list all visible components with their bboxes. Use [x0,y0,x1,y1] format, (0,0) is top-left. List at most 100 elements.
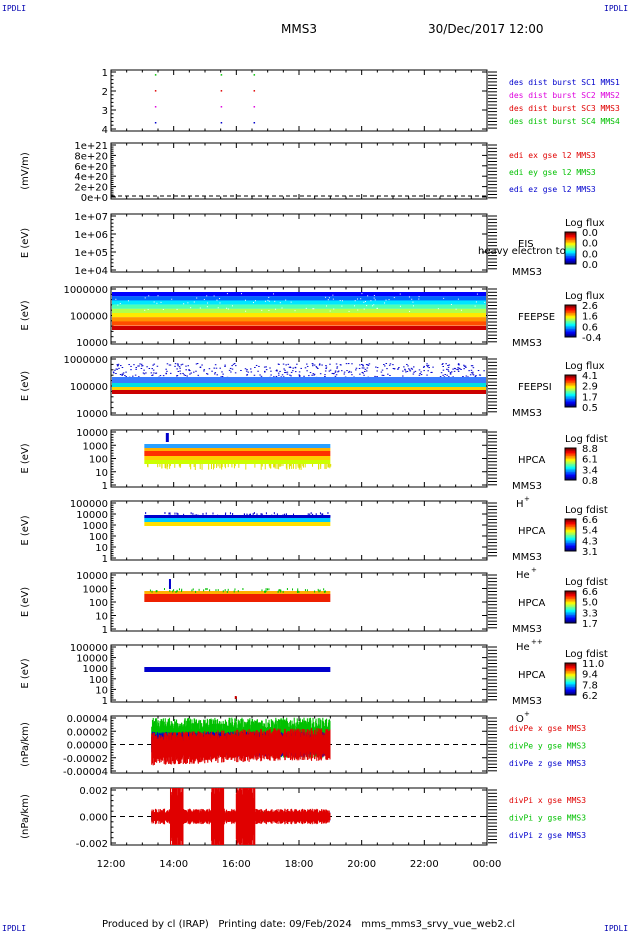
spectrogram-streak [297,588,299,591]
spectrogram-speck [457,298,459,300]
spectrogram-streak [164,512,166,515]
panel-frame-eis [110,213,488,273]
spectrogram-dot [186,375,188,377]
spectrogram-dot [142,372,145,374]
spectrogram-dot [402,370,404,372]
spectrogram-dot [306,370,308,372]
spectrogram-dot [405,371,407,373]
spectrogram-speck [305,307,307,309]
spectrogram-dot [366,367,369,369]
spectrogram-streak [234,464,236,467]
spectrogram-dot [413,366,415,368]
spectrogram-dot [177,365,179,367]
spectrogram-streak [291,464,293,469]
spectrogram-dot [294,371,297,373]
spectrogram-peak-band [112,390,486,394]
spectrogram-speck [312,308,314,310]
spectrogram-speck [216,299,218,301]
colorbar-swatch-hpca_h [565,464,576,467]
spectrogram-streak [276,464,278,469]
spectrogram-dot [153,363,156,365]
spectrogram-dot [275,370,278,372]
spectrogram-dot [355,367,358,369]
spectrogram-band [144,667,331,672]
spectrogram-band [112,300,486,305]
spectrogram-speck [357,298,359,300]
spectrogram-dot [388,364,391,366]
spectrogram-dot [325,366,328,368]
y-tick-label-hpca_he: 100 [89,532,108,543]
spectrogram-dot [224,365,226,367]
spectrogram-dot [452,376,454,378]
spectrogram-streak [224,513,226,516]
spectrogram-dot [135,367,138,369]
spectrogram-dot [246,369,248,371]
spectrogram-dot [187,365,190,367]
spectrogram-dot [224,364,226,366]
spectrogram-streak [208,464,210,470]
spectrogram-hpca_o [144,667,331,699]
spectrogram-streak [234,464,236,468]
spectrogram-speck [455,308,457,310]
spectrogram-streak [149,589,151,592]
colorbar-title-hpca_o: Log fdist [565,649,608,660]
spectrogram-dot [334,370,337,372]
colorbar-swatch-hpca_o [565,679,576,682]
spectrogram-dot [319,373,322,375]
colorbar-title-hpca_he: Log fdist [565,505,608,516]
spectrogram-streak [245,464,247,470]
spectrogram-dot [442,363,444,365]
spectrogram-dot [259,374,261,376]
spectrogram-dot [166,363,169,365]
spectrogram-dot [185,369,187,371]
spectrogram-band [144,456,331,460]
spectrogram-streak [168,512,170,515]
spectrogram-streak [195,590,197,593]
colorbar-swatch-feepse [565,306,576,309]
spectrogram-streak [190,512,192,515]
spectrogram-dot [116,368,119,370]
spectrogram-streak [238,464,240,468]
spectrogram-speck [252,302,254,304]
spectrogram-streak [191,589,193,592]
spectrogram-dot [137,365,139,367]
spectrogram-dot [469,374,472,376]
instrument-label-hpca_o: HPCA [518,670,546,681]
colorbar-swatch-hpca_hepp [565,610,576,613]
spectrogram-speck [437,308,439,310]
spectrogram-streak [300,464,302,470]
y-tick-label-eis: 1e+07 [74,212,108,223]
spectrogram-dot [420,371,422,373]
colorbar-swatch-eis [565,251,576,254]
spectrogram-streak [268,588,270,591]
spectrogram-dot [290,375,292,377]
spectrogram-speck [373,294,375,296]
spectrogram-peak-band [144,594,331,602]
spectrogram-dot [258,365,260,367]
spectrogram-dot [381,369,384,371]
spectrogram-dot [216,374,219,376]
y-tick-label-hpca_h: 1 [102,481,108,492]
spectrogram-streak [226,590,228,593]
spectrogram-dot [228,369,231,371]
colorbar-swatch-feepsi [565,378,576,381]
spectrogram-streak [178,464,180,467]
spectrogram-dot [376,376,378,378]
spectrogram-streak [267,588,269,591]
spectrogram-dot [376,370,378,372]
spectrogram-dot [408,368,410,370]
spectrogram-streak [327,512,329,515]
spectrogram-streak [216,515,218,518]
spectrogram-streak [285,513,287,516]
spectrogram-dot [128,364,130,366]
burst-marker [220,90,223,92]
spectrogram-streak [280,589,282,592]
spectrogram-speck [443,297,445,299]
colorbar-frame-eis [564,231,577,265]
spectrogram-streak [264,590,266,593]
colorbar-swatch-hpca_hepp [565,591,576,594]
spectrogram-dot [457,370,460,372]
y-tick-label-edi: 1e+21 [74,141,108,152]
spectrogram-dot [422,366,425,368]
spectrogram-dot [121,374,123,376]
